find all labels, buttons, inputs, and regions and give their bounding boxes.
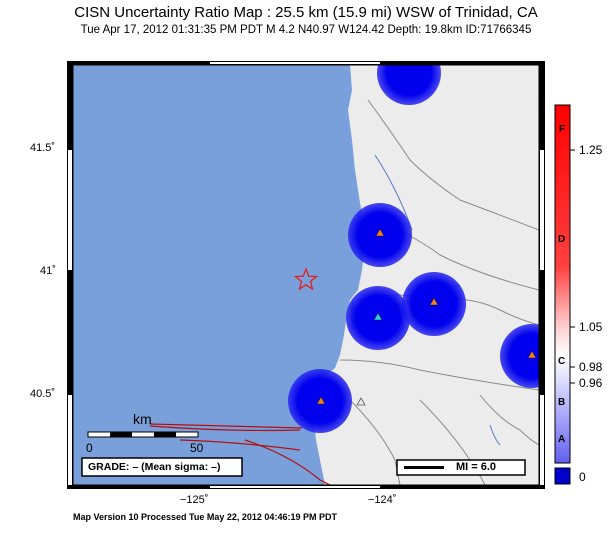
- grade-letter: B: [558, 397, 566, 408]
- grade-box: [81, 457, 243, 477]
- mi-text: MI = 6.0: [456, 461, 497, 473]
- station-marker: [373, 312, 383, 321]
- station-marker: [356, 397, 366, 406]
- grade-text: GRADE: – (Mean sigma: –): [88, 461, 221, 473]
- station-circle: [377, 65, 441, 105]
- grade-letter: A: [558, 434, 566, 445]
- frame-ticks: [68, 62, 544, 488]
- mi-legend-line: [404, 466, 444, 469]
- colorbar-value: 1.25: [579, 143, 603, 157]
- colorbar-ticks: [570, 149, 575, 384]
- event-info: Tue Apr 17, 2012 01:31:35 PM PDT M 4.2 N…: [80, 24, 532, 36]
- lat-tick-label: 41˚: [40, 265, 56, 277]
- colorbar-value: 1.05: [579, 320, 603, 334]
- epicenter-star: [293, 267, 319, 291]
- lon-tick-label: −124˚: [368, 494, 397, 506]
- grade-letter: D: [558, 234, 566, 245]
- ocean-area: [73, 65, 365, 485]
- station-marker: [316, 396, 326, 405]
- scale-unit: km: [133, 411, 152, 427]
- scale-label-end: 50: [190, 441, 204, 455]
- lat-tick-label: 41.5˚: [30, 142, 56, 154]
- lat-tick-label: 40.5˚: [30, 388, 56, 400]
- station-circle: [500, 324, 539, 388]
- lon-tick-label: −125˚: [180, 494, 209, 506]
- scale-bar: [87, 431, 199, 438]
- map-version-footer: Map Version 10 Processed Tue May 22, 201…: [73, 512, 337, 522]
- map-title: CISN Uncertainty Ratio Map : 25.5 km (15…: [74, 4, 538, 21]
- colorbar-value: 0.96: [579, 376, 603, 390]
- mi-legend-box: [396, 459, 526, 476]
- colorbar-value: 0: [579, 470, 586, 484]
- station-marker: [429, 297, 439, 306]
- station-marker: [527, 350, 537, 359]
- colorbar: [554, 104, 571, 464]
- colorbar-zero-swatch: [554, 467, 571, 485]
- grade-letter: F: [559, 124, 566, 135]
- fault-lines: [149, 423, 331, 485]
- grade-letter: C: [558, 356, 566, 367]
- station-marker: [375, 228, 385, 237]
- scale-label-start: 0: [86, 441, 93, 455]
- colorbar-value: 0.98: [579, 360, 603, 374]
